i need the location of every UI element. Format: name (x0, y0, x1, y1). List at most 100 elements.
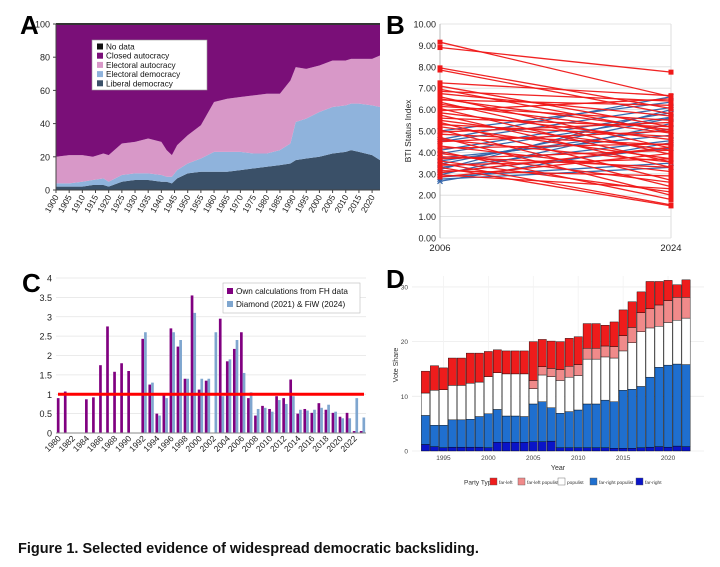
y-axis-label-d: Vote Share (393, 348, 400, 383)
y-tick-label-c: 0 (47, 429, 52, 439)
bar-d-0 (591, 447, 601, 452)
legend-label-a: Electoral autocracy (106, 61, 177, 70)
bar-d-2 (681, 317, 691, 365)
bar-d-0 (672, 445, 682, 452)
legend-a (91, 39, 208, 91)
bar-c-1 (284, 403, 288, 433)
bar-d-0 (609, 448, 619, 452)
bar-d-1 (537, 401, 547, 442)
bar-c-1 (214, 332, 218, 433)
bar-c-0 (289, 379, 293, 433)
red-series-marker (437, 39, 443, 45)
red-series-line (439, 46, 672, 73)
bar-c-1 (306, 410, 309, 433)
bar-d-0 (681, 446, 691, 452)
red-series-line (439, 158, 672, 166)
bar-d-0 (555, 447, 565, 452)
figure-caption: Figure 1. Selected evidence of widesprea… (18, 541, 479, 557)
red-series-line (439, 146, 672, 174)
red-series-marker (437, 45, 443, 51)
bar-d-3 (636, 312, 646, 332)
legend-swatch-a (97, 52, 103, 59)
red-series-line (439, 145, 672, 173)
bar-c-0 (275, 396, 278, 433)
red-series-line (439, 119, 672, 151)
red-series-marker (668, 147, 674, 153)
bar-c-0 (56, 398, 60, 433)
y-tick-label-a: 20 (40, 152, 50, 162)
y-tick-label-d: 10 (401, 394, 409, 401)
bar-d-1 (510, 415, 520, 443)
bar-c-1 (193, 312, 197, 433)
panel-letter-b: B (386, 10, 405, 40)
y-tick-label-d: 30 (401, 284, 409, 291)
bar-d-4 (627, 301, 637, 328)
bar-c-1 (263, 407, 267, 433)
y-tick-label-c: 2.5 (39, 332, 52, 342)
bar-c-0 (324, 409, 328, 433)
bar-d-0 (654, 446, 664, 452)
y-tick-label-b: 4.00 (418, 148, 436, 158)
legend-swatch-d (589, 477, 598, 486)
red-series-marker (668, 189, 674, 195)
red-series-marker (668, 106, 674, 112)
red-series-marker (668, 69, 674, 75)
red-series-line (439, 126, 672, 160)
bar-c-1 (165, 398, 168, 433)
bar-c-1 (270, 411, 274, 433)
bar-d-0 (466, 446, 475, 452)
bar-c-0 (240, 332, 243, 433)
bar-d-1 (484, 413, 493, 448)
x-axis-label-d: Year (551, 465, 566, 472)
red-series-marker (437, 145, 443, 151)
legend-swatch-a (97, 71, 103, 78)
bar-c-1 (362, 417, 366, 433)
red-series-marker (668, 102, 674, 108)
legend-label-a: Liberal democracy (106, 79, 174, 88)
bar-d-3 (654, 304, 664, 327)
bar-c-1 (172, 332, 175, 433)
red-series-marker (668, 203, 674, 209)
bar-d-2 (484, 376, 493, 415)
bar-d-1 (618, 390, 628, 449)
red-series-marker (437, 112, 443, 118)
bar-d-2 (537, 374, 547, 402)
legend-label-d: far-left populist (527, 480, 559, 486)
area-top-strip (56, 23, 380, 25)
bar-c-0 (317, 403, 321, 433)
y-tick-label-a: 100 (35, 20, 50, 30)
bar-c-1 (327, 404, 330, 433)
red-series-marker (437, 91, 443, 97)
bar-d-4 (466, 352, 475, 384)
red-series-line (439, 133, 672, 146)
bar-d-4 (672, 284, 682, 298)
bar-c-0 (338, 416, 342, 433)
bar-c-1 (292, 396, 295, 433)
red-series-line (439, 98, 672, 112)
area-series-2 (56, 55, 380, 184)
bar-c-0 (225, 361, 229, 433)
bar-d-1 (582, 403, 592, 448)
red-series-marker (668, 124, 674, 130)
red-series-marker (668, 196, 674, 202)
red-series-line (439, 150, 672, 201)
bar-c-0 (268, 408, 271, 433)
bar-d-4 (636, 291, 646, 313)
bar-d-1 (609, 401, 619, 449)
bar-d-3 (591, 347, 601, 360)
red-series-line (439, 112, 672, 141)
red-series-marker (668, 144, 674, 150)
bar-d-1 (600, 399, 610, 448)
bar-c-0 (359, 431, 363, 433)
legend-label-a: Electoral democracy (106, 70, 181, 79)
bar-d-3 (609, 346, 619, 359)
bar-d-4 (484, 351, 493, 377)
bar-d-3 (681, 297, 691, 319)
bar-d-2 (439, 389, 448, 426)
bar-c-1 (242, 372, 246, 433)
red-series-marker (437, 164, 443, 170)
bar-d-2 (555, 380, 565, 414)
bar-d-1 (627, 389, 637, 449)
